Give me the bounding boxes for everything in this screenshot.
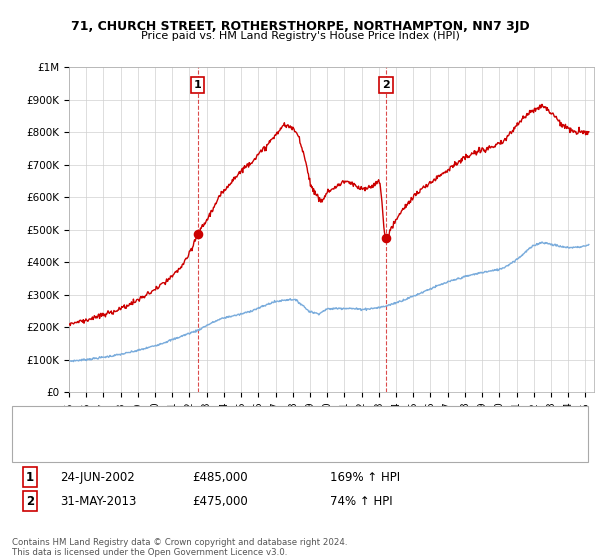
Text: £475,000: £475,000 (192, 494, 248, 508)
Text: 71, CHURCH STREET, ROTHERSTHORPE, NORTHAMPTON, NN7 3JD: 71, CHURCH STREET, ROTHERSTHORPE, NORTHA… (71, 20, 529, 32)
Point (381, 234, 391, 242)
Point (193, 230, 203, 239)
Text: 169% ↑ HPI: 169% ↑ HPI (330, 470, 400, 484)
Text: 71, CHURCH STREET, ROTHERSTHORPE, NORTHAMPTON, NN7 3JD (detached house): 71, CHURCH STREET, ROTHERSTHORPE, NORTHA… (57, 417, 476, 427)
Text: 1: 1 (26, 470, 34, 484)
Text: 1: 1 (194, 80, 202, 90)
Text: 2: 2 (26, 494, 34, 508)
Text: Price paid vs. HM Land Registry's House Price Index (HPI): Price paid vs. HM Land Registry's House … (140, 31, 460, 41)
Text: 74% ↑ HPI: 74% ↑ HPI (330, 494, 392, 508)
Text: 24-JUN-2002: 24-JUN-2002 (60, 470, 135, 484)
Text: Contains HM Land Registry data © Crown copyright and database right 2024.
This d: Contains HM Land Registry data © Crown c… (12, 538, 347, 557)
Text: 31-MAY-2013: 31-MAY-2013 (60, 494, 136, 508)
Text: HPI: Average price, detached house, West Northamptonshire: HPI: Average price, detached house, West… (57, 438, 359, 448)
Text: 2: 2 (382, 80, 390, 90)
Text: £485,000: £485,000 (192, 470, 248, 484)
